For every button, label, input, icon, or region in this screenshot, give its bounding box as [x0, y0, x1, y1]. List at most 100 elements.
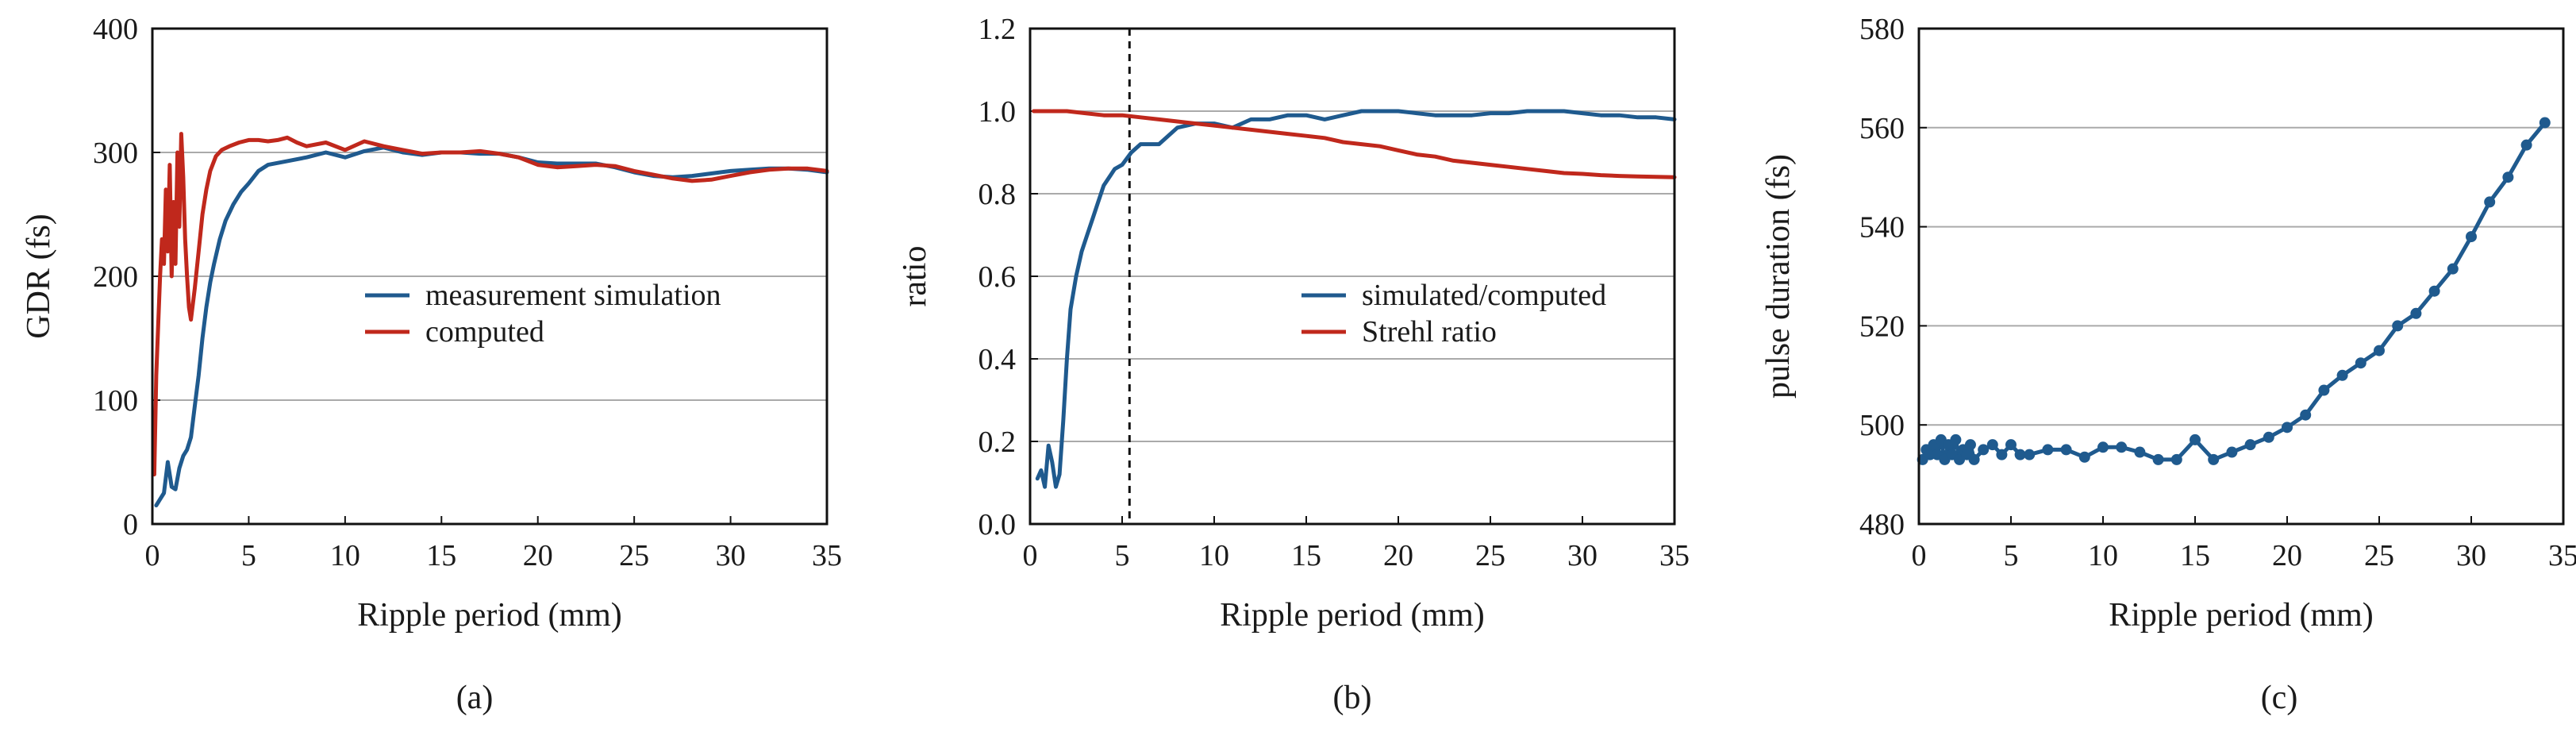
y-tick-label: 540: [1859, 211, 1905, 245]
data-point: [2466, 231, 2477, 243]
x-tick-label: 35: [812, 539, 842, 572]
data-point: [2520, 139, 2532, 151]
x-tick-label: 10: [330, 539, 360, 572]
data-point: [2060, 444, 2072, 456]
y-tick-label: 0.8: [978, 178, 1017, 211]
data-point: [1986, 439, 1998, 451]
series-line-strehl-ratio: [1032, 109, 1677, 179]
x-tick-label: 10: [1199, 539, 1229, 572]
data-point: [2355, 357, 2366, 369]
y-tick-label: 0.0: [978, 508, 1017, 541]
x-tick-label: 30: [2456, 539, 2486, 572]
data-point: [2014, 449, 2026, 460]
x-tick-label: 20: [2272, 539, 2302, 572]
y-tick-label: 0.2: [978, 426, 1017, 459]
legend-label: computed: [425, 315, 544, 349]
series-line-pulse-duration: [1920, 121, 2547, 462]
y-tick-label: 300: [93, 137, 138, 170]
data-point: [1950, 433, 1962, 445]
legend-label: Strehl ratio: [1362, 315, 1497, 349]
x-tick-label: 35: [1659, 539, 1690, 572]
data-point: [2152, 453, 2164, 465]
data-point: [2097, 441, 2109, 453]
data-point: [2005, 439, 2017, 451]
data-point: [2318, 384, 2330, 396]
x-tick-label: 20: [1383, 539, 1413, 572]
legend-label: simulated/computed: [1362, 279, 1606, 312]
data-point: [1978, 444, 1990, 456]
x-tick-label: 15: [426, 539, 456, 572]
y-tick-label: 1.0: [978, 95, 1017, 129]
plot-frame: [151, 27, 829, 526]
data-point: [2447, 263, 2459, 275]
data-point: [2170, 453, 2182, 465]
data-point: [2300, 409, 2312, 421]
x-axis-label: Ripple period (mm): [1220, 597, 1485, 634]
data-point: [2134, 446, 2146, 458]
y-tick-label: 1.2: [978, 13, 1017, 46]
data-point: [2392, 320, 2404, 332]
x-tick-label: 15: [2180, 539, 2210, 572]
y-tick-label: 480: [1859, 508, 1905, 541]
x-tick-label: 0: [1912, 539, 1927, 572]
x-tick-label: 0: [1023, 539, 1038, 572]
x-tick-label: 5: [2004, 539, 2019, 572]
y-tick-label: 400: [93, 13, 138, 46]
x-tick-label: 5: [1115, 539, 1130, 572]
x-tick-label: 25: [2364, 539, 2394, 572]
x-tick-label: 5: [241, 539, 256, 572]
x-tick-label: 15: [1291, 539, 1321, 572]
panel-caption: (c): [2261, 680, 2298, 716]
chart-panel-3: 480 500 520 540 560 580 0 5 10 15 20 25 30 35 Ripple p…: [1760, 13, 2576, 716]
y-axis-label: GDR (fs): [21, 214, 57, 338]
chart-panel-2: 0.0 0.2 0.4 0.6 0.8 1.0 1.2 0 5 10 15 20 25 30 35 simul…: [897, 13, 1690, 716]
data-point: [1964, 439, 1976, 451]
data-point: [2116, 441, 2128, 453]
data-point: [1996, 449, 2008, 460]
y-tick-label: 0.4: [978, 343, 1017, 376]
x-tick-label: 0: [145, 539, 160, 572]
data-point: [2374, 345, 2385, 356]
panel-caption: (a): [456, 680, 494, 716]
data-point: [2539, 117, 2551, 129]
y-tick-label: 560: [1859, 112, 1905, 145]
data-point: [2263, 431, 2274, 443]
data-point: [2078, 451, 2090, 463]
x-tick-label: 35: [2548, 539, 2576, 572]
data-point: [2484, 196, 2496, 208]
x-tick-label: 30: [716, 539, 746, 572]
legend-label: measurement simulation: [425, 279, 721, 312]
x-tick-label: 25: [1475, 539, 1505, 572]
y-tick-label: 500: [1859, 409, 1905, 442]
data-point: [1968, 453, 1980, 465]
x-axis-label: Ripple period (mm): [357, 597, 622, 634]
y-axis-label: ratio: [897, 246, 933, 307]
y-tick-label: 520: [1859, 310, 1905, 343]
data-point: [2244, 439, 2256, 451]
x-tick-label: 10: [2088, 539, 2118, 572]
plot-frame: [1917, 27, 2565, 526]
data-point: [2282, 422, 2293, 433]
data-point: [2410, 307, 2422, 319]
y-tick-label: 200: [93, 260, 138, 294]
x-tick-label: 25: [619, 539, 649, 572]
x-tick-label: 30: [1567, 539, 1598, 572]
data-point: [2226, 446, 2238, 458]
y-tick-label: 0.6: [978, 260, 1017, 294]
data-point: [2336, 369, 2348, 381]
y-axis-label: pulse duration (fs): [1760, 154, 1797, 399]
data-point: [2208, 453, 2220, 465]
x-axis-label: Ripple period (mm): [2109, 597, 2374, 634]
plot-frame: [1028, 27, 1676, 526]
data-point: [2502, 171, 2514, 183]
y-tick-label: 100: [93, 384, 138, 418]
data-point: [2042, 444, 2054, 456]
y-tick-label: 0: [123, 508, 138, 541]
x-tick-label: 20: [523, 539, 553, 572]
data-point: [2024, 449, 2036, 460]
chart-panel-1: 0 100 200 300 400 0 5 10 15 20 25 30 35 measurement s…: [21, 13, 842, 716]
y-tick-label: 580: [1859, 13, 1905, 46]
data-point: [2428, 285, 2440, 297]
series-line-computed: [152, 132, 829, 477]
data-point: [2190, 433, 2201, 445]
